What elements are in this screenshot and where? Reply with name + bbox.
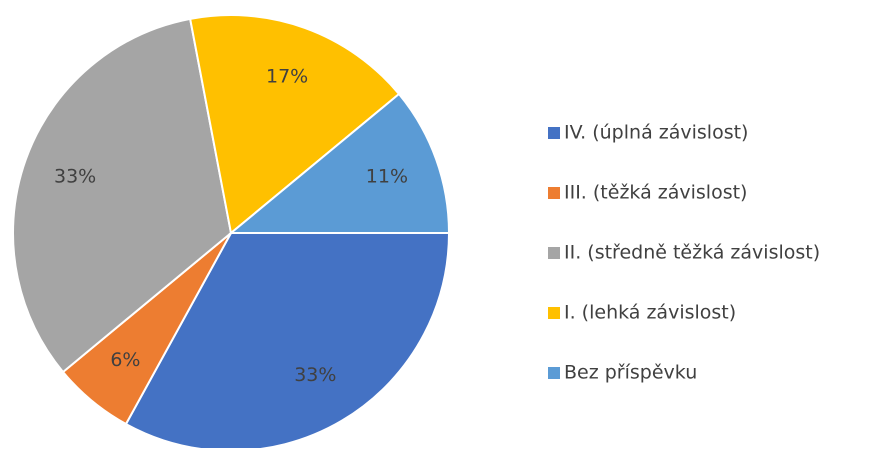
data-label: 6% [110,349,140,371]
data-label: 11% [366,165,408,187]
legend-swatch [548,247,560,259]
data-label: 33% [54,165,96,187]
pie-slice [228,92,451,234]
legend-label: Bez příspěvku [564,362,697,384]
legend-label: II. (středně těžká závislost) [564,242,820,264]
legend-label: I. (lehká závislost) [564,302,736,324]
legend-swatch [548,307,560,319]
pie-slice [12,17,233,374]
data-label: 17% [266,66,308,88]
legend-swatch [548,127,560,139]
pie-slice [124,232,451,452]
legend-swatch [548,187,560,199]
legend-label: IV. (úplná závislost) [564,122,748,144]
data-label: 33% [294,364,336,386]
legend-swatch [548,367,560,379]
legend-label: III. (těžká závislost) [564,182,747,204]
pie-slice [188,14,401,235]
